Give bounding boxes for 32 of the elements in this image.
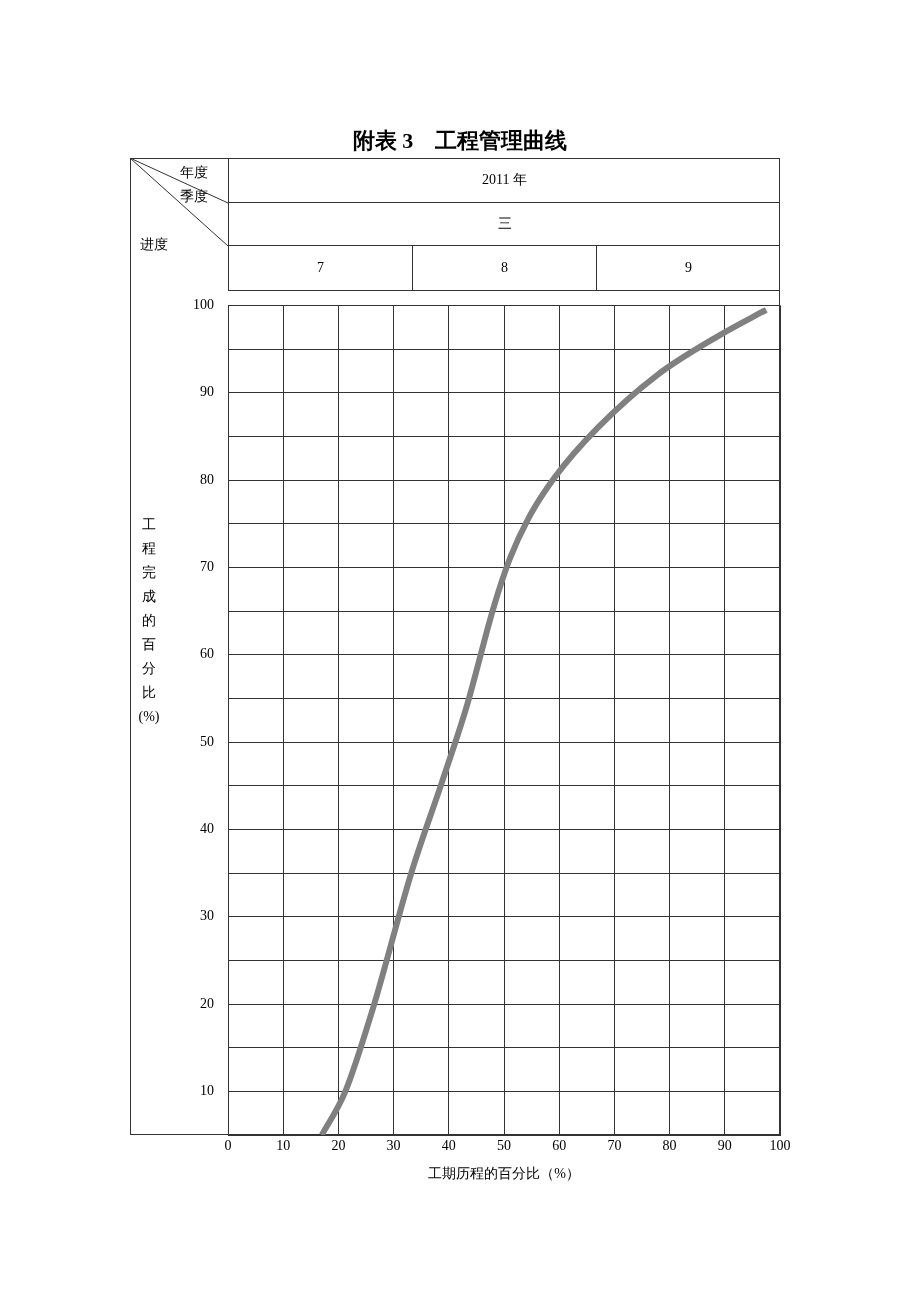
y-tick-label: 40 xyxy=(200,821,214,837)
x-tick-label: 50 xyxy=(497,1138,511,1154)
y-tick-label: 10 xyxy=(200,1083,214,1099)
y-tick-label: 100 xyxy=(193,297,214,313)
y-tick-label: 20 xyxy=(200,995,214,1011)
x-tick-label: 90 xyxy=(717,1138,732,1154)
x-tick-label: 40 xyxy=(441,1138,456,1154)
text: 年度 xyxy=(180,164,208,182)
x-tick-label: 10 xyxy=(276,1138,291,1154)
x-tick-label: 60 xyxy=(552,1138,567,1154)
x-tick-label: 20 xyxy=(331,1138,346,1154)
x-tick-label: 70 xyxy=(607,1138,622,1154)
text: 三 xyxy=(228,203,780,246)
text: 进度 xyxy=(140,236,168,254)
text: 2011 年 xyxy=(228,158,780,203)
x-tick-label: 100 xyxy=(769,1138,791,1154)
y-tick-label: 80 xyxy=(200,471,214,487)
text: 9 xyxy=(596,246,780,291)
x-tick-label: 0 xyxy=(224,1138,232,1154)
text: 8 xyxy=(412,246,596,291)
x-axis-title: 工期历程的百分比（%） xyxy=(428,1166,580,1182)
y-tick-label: 60 xyxy=(200,646,214,662)
y-tick-label: 90 xyxy=(200,384,214,400)
y-tick-label: 70 xyxy=(200,559,214,575)
text: 季度 xyxy=(180,188,208,206)
text: 7 xyxy=(228,246,412,291)
x-tick-label: 30 xyxy=(386,1138,401,1154)
x-tick-label: 80 xyxy=(662,1138,677,1154)
chart-title: 附表 3 工程管理曲线 xyxy=(351,127,569,155)
y-tick-label: 30 xyxy=(200,908,214,924)
y-tick-label: 50 xyxy=(200,733,214,749)
text: 工程完成的百分比(%) xyxy=(138,517,160,724)
